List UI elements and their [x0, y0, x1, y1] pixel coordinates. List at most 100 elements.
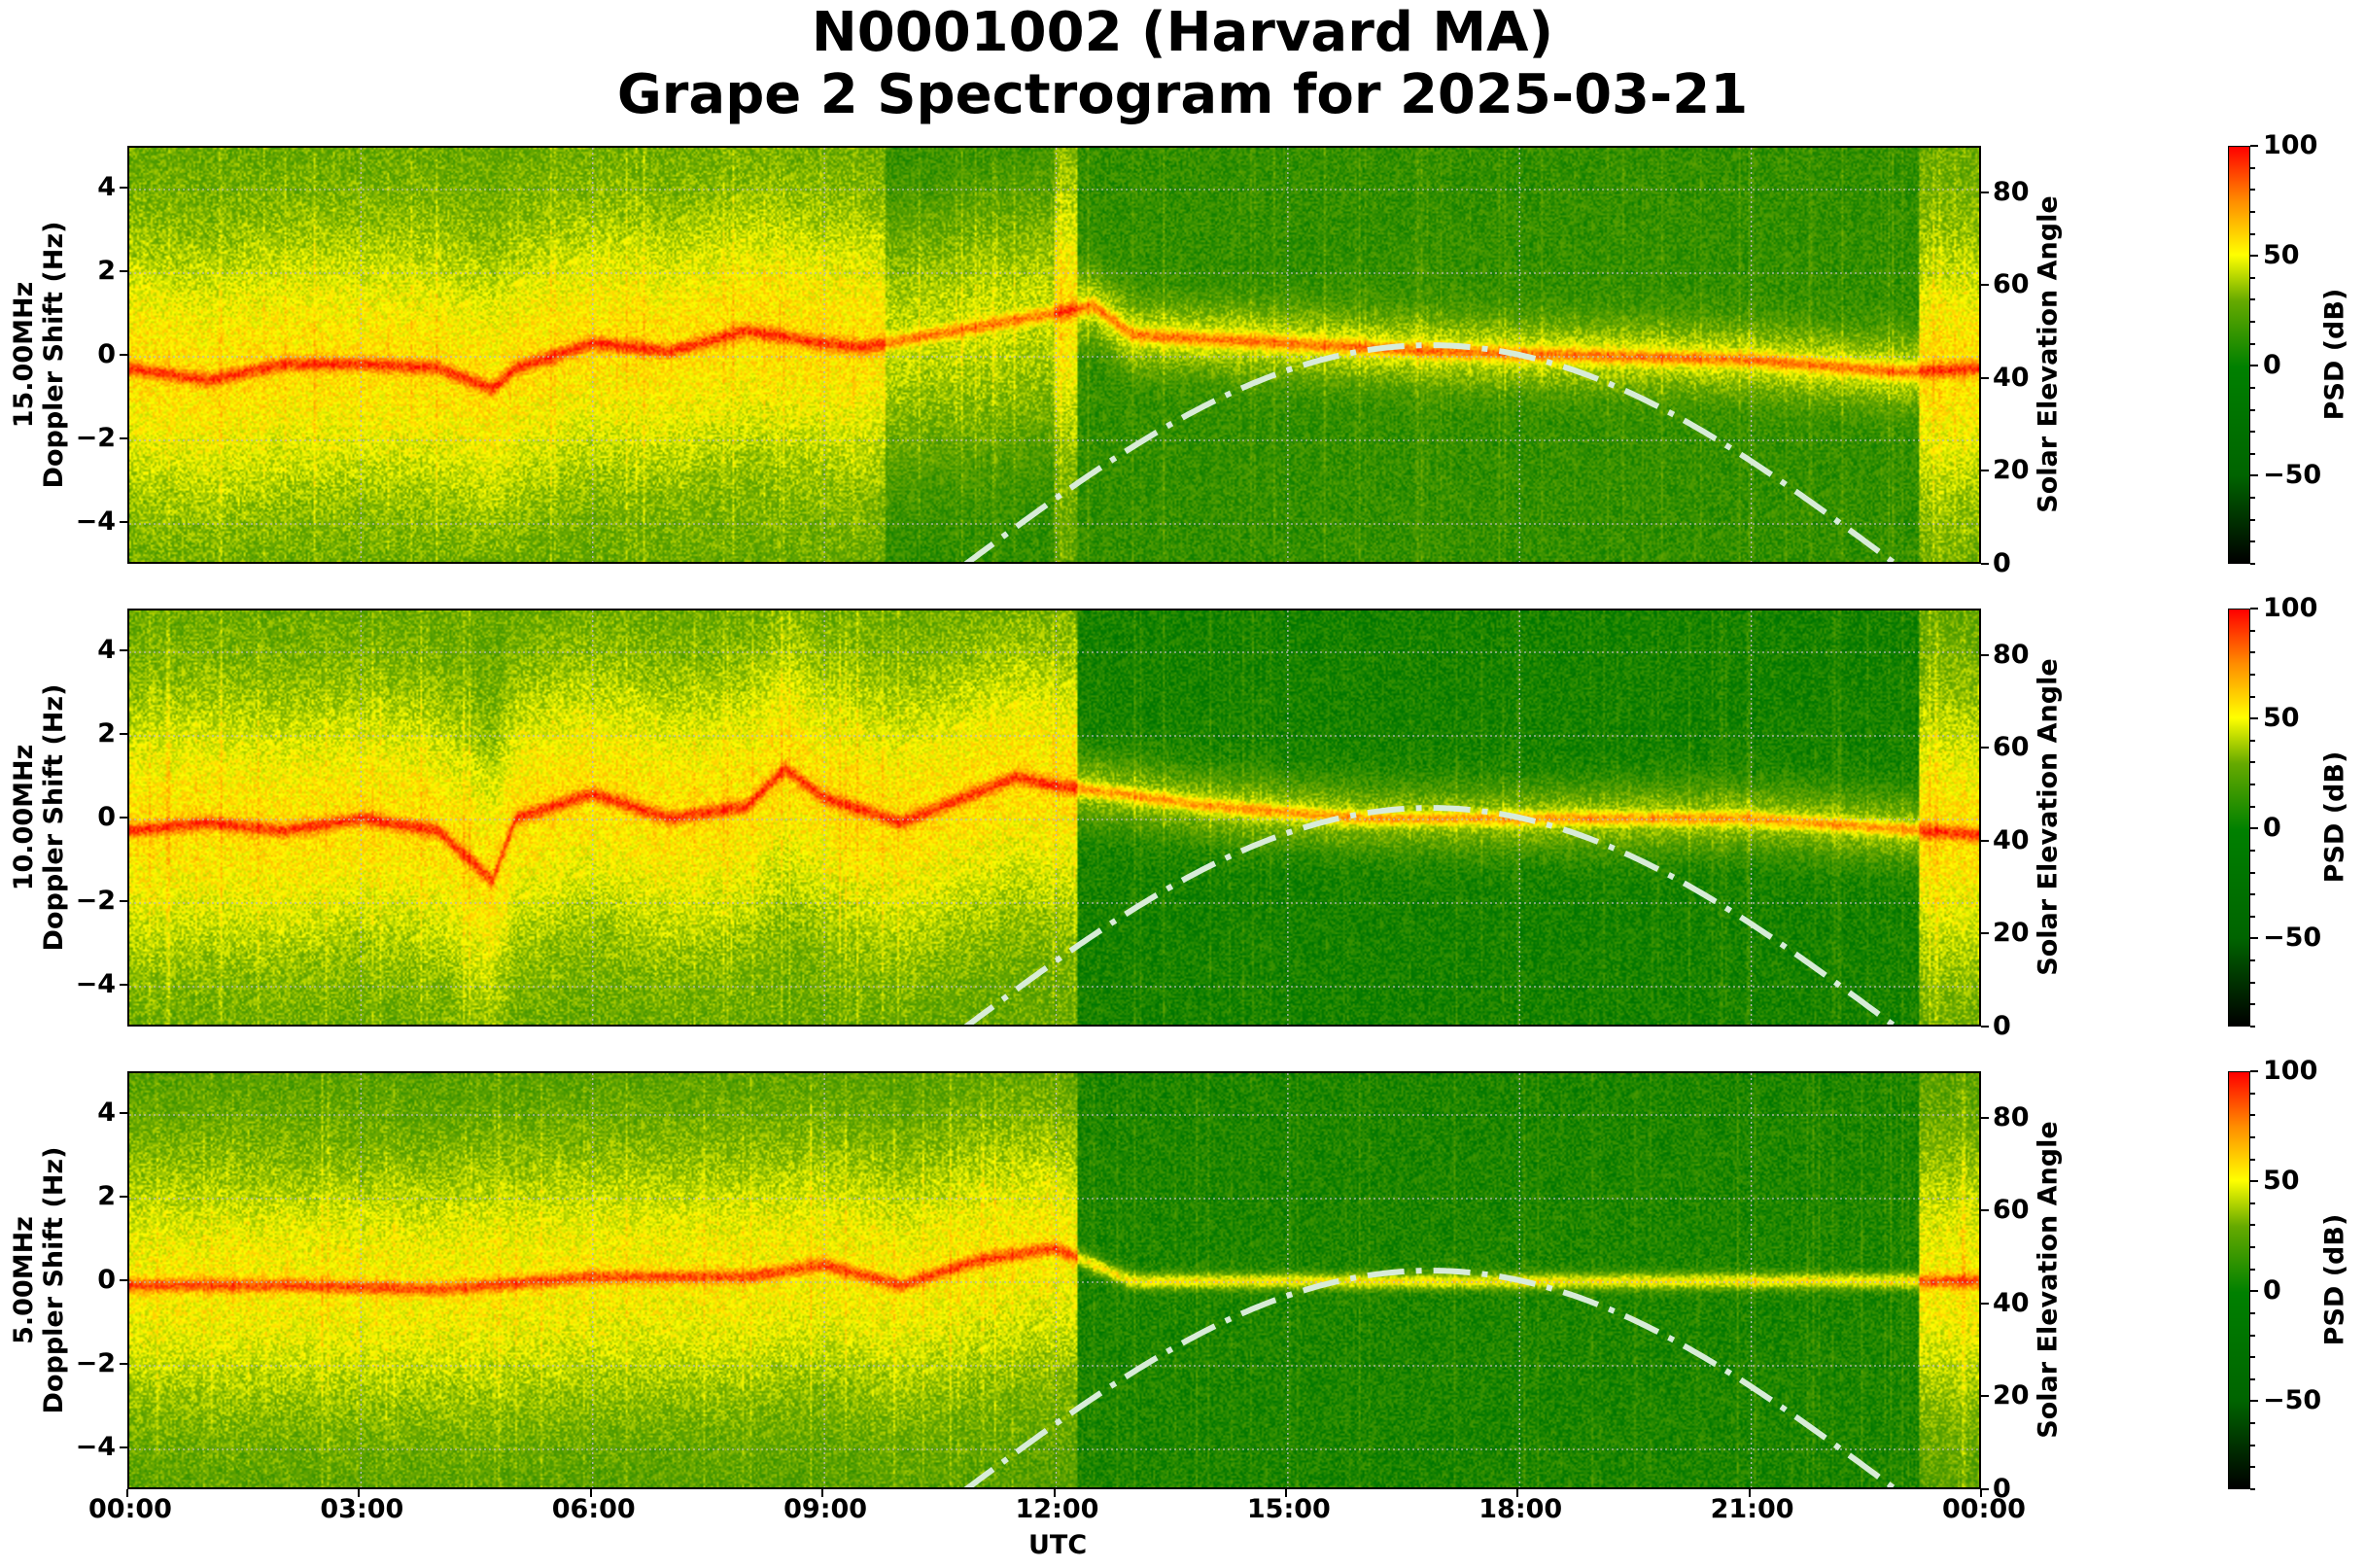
x-tick-mark: [1748, 1489, 1751, 1497]
x-axis-label: UTC: [1028, 1530, 1088, 1560]
colorbar-tick-mark: [2250, 849, 2255, 852]
right-y-tick-label: 0: [1993, 1011, 2011, 1041]
colorbar-tick-mark: [2250, 365, 2258, 367]
right-y-tick-label: 60: [1993, 269, 2030, 300]
y-tick-label: 4: [97, 172, 116, 202]
right-y-tick-mark: [1981, 191, 1989, 193]
y-tick-mark: [120, 1446, 127, 1448]
grid-and-solar-curve: [129, 148, 1979, 562]
colorbar-tick-mark: [2250, 695, 2255, 698]
colorbar-tick-mark: [2250, 452, 2255, 455]
spectrogram-panel-1: [127, 609, 1981, 1027]
y-axis-label: 10.00MHz Doppler Shift (Hz): [9, 623, 69, 1012]
right-y-tick-label: 40: [1993, 824, 2030, 855]
colorbar-tick-mark: [2250, 761, 2255, 764]
colorbar-tick-mark: [2250, 739, 2255, 742]
colorbar-tick-mark: [2250, 673, 2255, 676]
colorbar-tick-mark: [2250, 1268, 2255, 1271]
y-tick-label: −4: [75, 506, 116, 537]
y-tick-label: −2: [75, 423, 116, 453]
colorbar-tick-mark: [2250, 298, 2255, 301]
colorbar-tick-mark: [2250, 1070, 2258, 1072]
colorbar-tick-mark: [2250, 1466, 2255, 1469]
right-y-tick-label: 40: [1993, 1287, 2030, 1318]
colorbar-tick-mark: [2250, 1026, 2255, 1028]
colorbar-tick-mark: [2250, 431, 2255, 434]
solar-elevation-label: Solar Elevation Angle: [2033, 658, 2064, 976]
x-tick-label: 00:00: [1942, 1494, 2026, 1524]
y-tick-label: −4: [75, 969, 116, 999]
right-y-tick-mark: [1981, 376, 1989, 379]
y-tick-label: −4: [75, 1432, 116, 1462]
right-y-tick-mark: [1981, 470, 1989, 472]
right-y-tick-mark: [1981, 1488, 1989, 1490]
x-tick-mark: [1053, 1489, 1056, 1497]
colorbar-tick-mark: [2250, 166, 2255, 169]
y-tick-mark: [120, 1112, 127, 1114]
colorbar-tick-label: 100: [2263, 130, 2318, 160]
frequency-label: 10.00MHz: [9, 744, 39, 891]
x-tick-label: 21:00: [1710, 1494, 1794, 1524]
y-tick-mark: [120, 187, 127, 189]
right-y-tick-mark: [1981, 1302, 1989, 1305]
x-tick-mark: [126, 1489, 128, 1497]
x-tick-label: 15:00: [1246, 1494, 1331, 1524]
colorbar-tick-label: 100: [2263, 593, 2318, 623]
y-tick-label: 0: [97, 1265, 116, 1295]
colorbar-tick-label: 0: [2263, 350, 2281, 381]
x-tick-label: 12:00: [1015, 1494, 1099, 1524]
colorbar-tick-mark: [2250, 959, 2255, 962]
colorbar-label: PSD (dB): [2319, 288, 2350, 421]
y-tick-mark: [120, 900, 127, 902]
spectrogram-panel-0: [127, 146, 1981, 564]
spectrogram-image: [129, 148, 1979, 562]
colorbar-tick-label: 50: [2263, 240, 2300, 271]
colorbar-tick-mark: [2250, 145, 2258, 147]
y-tick-mark: [120, 817, 127, 819]
colorbar-tick-mark: [2250, 1246, 2255, 1249]
y-tick-label: −2: [75, 886, 116, 916]
spectrogram-image: [129, 1073, 1979, 1487]
solar-elevation-label: Solar Elevation Angle: [2033, 195, 2064, 513]
colorbar-tick-mark: [2250, 717, 2258, 720]
right-y-tick-label: 20: [1993, 918, 2030, 949]
colorbar-tick-mark: [2250, 210, 2255, 213]
y-tick-mark: [120, 1363, 127, 1365]
y-tick-mark: [120, 1279, 127, 1281]
colorbar-tick-label: 100: [2263, 1056, 2318, 1086]
doppler-label: Doppler Shift (Hz): [39, 1146, 69, 1414]
colorbar-tick-mark: [2250, 1356, 2255, 1359]
colorbar-tick-label: 50: [2263, 1166, 2300, 1197]
colorbar: [2228, 1071, 2250, 1489]
colorbar-tick-mark: [2250, 1158, 2255, 1161]
colorbar-tick-mark: [2250, 563, 2255, 565]
colorbar-tick-mark: [2250, 189, 2255, 192]
colorbar: [2228, 609, 2250, 1027]
colorbar-tick-mark: [2250, 1135, 2255, 1138]
y-tick-label: 4: [97, 635, 116, 665]
frequency-label: 5.00MHz: [9, 1216, 39, 1344]
y-tick-mark: [120, 649, 127, 651]
colorbar-tick-mark: [2250, 386, 2255, 389]
colorbar-tick-mark: [2250, 232, 2255, 235]
colorbar-tick-label: −50: [2263, 923, 2322, 954]
solar-elevation-label: Solar Elevation Angle: [2033, 1121, 2064, 1439]
colorbar-tick-mark: [2250, 1488, 2255, 1490]
colorbar-tick-mark: [2250, 1400, 2258, 1403]
colorbar-tick-mark: [2250, 1224, 2255, 1227]
x-tick-label: 03:00: [320, 1494, 404, 1524]
y-tick-mark: [120, 1196, 127, 1198]
chart-title-line2: Grape 2 Spectrogram for 2025-03-21: [616, 63, 1749, 126]
spectrogram-image: [129, 610, 1979, 1025]
colorbar-tick-mark: [2250, 1444, 2255, 1446]
colorbar-tick-mark: [2250, 276, 2255, 279]
x-tick-mark: [589, 1489, 592, 1497]
colorbar-tick-mark: [2250, 1003, 2255, 1006]
y-tick-mark: [120, 984, 127, 986]
colorbar-tick-mark: [2250, 321, 2255, 324]
colorbar-tick-mark: [2250, 827, 2258, 830]
colorbar-tick-mark: [2250, 540, 2255, 543]
y-tick-mark: [120, 521, 127, 523]
right-y-tick-mark: [1981, 839, 1989, 842]
right-y-tick-label: 80: [1993, 639, 2030, 670]
